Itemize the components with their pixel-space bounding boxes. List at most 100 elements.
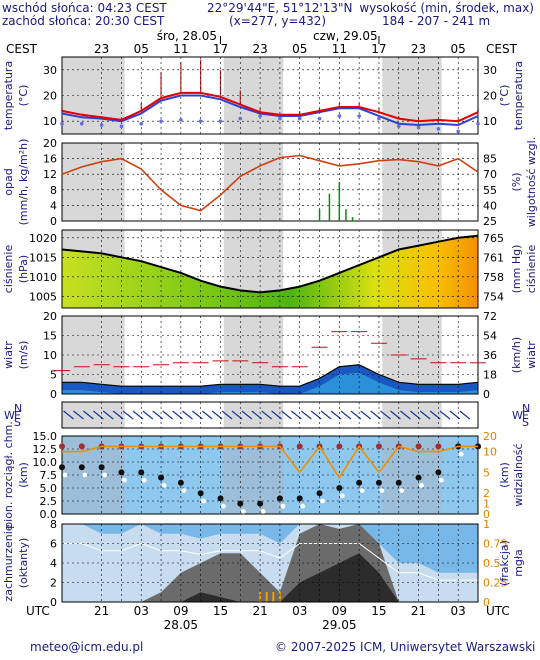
footer-copyright: © 2007-2025 ICM, Uniwersytet Warszawski	[275, 640, 536, 654]
y-tick-right: 40	[483, 199, 497, 212]
y-tick-right: 754	[483, 290, 504, 303]
cloud-base-dot	[158, 474, 165, 481]
y-label-right-2: mgła	[512, 549, 525, 577]
wind-dir-label: E	[522, 409, 529, 422]
y-label-right: (frakcja)	[498, 540, 511, 586]
panel-border	[61, 315, 479, 395]
cloud-bottom-dot	[240, 509, 246, 514]
hour-label-bottom: 21	[252, 604, 267, 618]
night-band	[382, 402, 442, 428]
date-label-top: czw, 29.05	[313, 29, 378, 43]
dew-point-dot	[80, 121, 84, 126]
cloud-bottom-dot	[122, 477, 127, 483]
dew-point-dot	[238, 116, 243, 121]
timezone-top-left: CEST	[6, 42, 38, 56]
cloud-base-dot	[98, 464, 105, 471]
wind-arrow	[399, 410, 411, 420]
cloud-bottom-dot	[221, 503, 226, 509]
footer-email[interactable]: meteo@icm.edu.pl	[30, 640, 144, 654]
dew-point-dot	[337, 114, 342, 118]
panel-border	[61, 56, 479, 135]
cloud-top-dot	[415, 443, 422, 450]
elevation-values: 184 - 207 - 241 m	[382, 14, 491, 28]
y-label-right: (%)	[510, 172, 523, 191]
y-label-left: temperatura	[2, 61, 15, 130]
y-tick-right: 758	[483, 271, 504, 284]
dew-point-dot	[179, 118, 183, 122]
series-line-wind	[62, 364, 479, 387]
wind-arrow	[380, 410, 391, 420]
dew-point-dot	[119, 124, 124, 129]
cloud-bottom-dot	[201, 498, 207, 504]
y-label-right-2: ciśnienie	[525, 245, 538, 294]
y-label-left-unit: (m/s)	[17, 341, 30, 370]
cloud-bottom-dot	[62, 472, 68, 478]
y-tick-right: 1	[483, 498, 490, 511]
y-tick-right: 765	[483, 232, 504, 245]
y-label-left: opad	[2, 168, 15, 195]
y-tick-left: 10	[43, 349, 57, 362]
y-tick-left: 7.5	[40, 469, 58, 482]
cloud-base-dot	[138, 469, 145, 476]
wind-arrow	[73, 410, 84, 420]
panel-border	[61, 523, 479, 603]
cloud-base-dot	[316, 490, 323, 497]
cloud-bottom-dot	[478, 451, 484, 457]
wind-dir-label: W	[4, 409, 15, 422]
y-tick-left: 20	[43, 137, 57, 150]
series-line-feels	[61, 94, 479, 127]
wind-dir-label: S	[14, 416, 21, 429]
y-tick-right: 1	[483, 518, 490, 531]
series-line-visibility	[62, 445, 478, 480]
cloud-base-dot	[395, 479, 402, 486]
hour-label-top: 11	[332, 42, 347, 56]
cloud-top-dot	[435, 443, 442, 450]
cloud-bottom-dot	[458, 451, 464, 457]
wind-dir-label: N	[14, 402, 22, 415]
date-label-bottom: 29.05	[322, 618, 356, 632]
panel-border	[61, 142, 479, 222]
cloud-bottom-dot	[82, 472, 88, 478]
y-tick-right: 0.25	[483, 577, 508, 590]
y-tick-left: 1015	[29, 251, 57, 264]
wind-arrow	[102, 410, 114, 420]
hour-label-top: 23	[252, 42, 267, 56]
wind-arrow	[320, 410, 332, 420]
cloud-bottom-dot	[359, 488, 365, 493]
y-tick-left: 10	[43, 115, 57, 128]
series-line-pressure	[61, 234, 479, 294]
cloud-bottom-dot	[300, 503, 306, 509]
y-tick-right: 0	[483, 388, 490, 401]
y-tick-right: 70	[483, 168, 497, 181]
series-line-fog	[62, 542, 478, 581]
y-tick-left: 20	[43, 310, 57, 323]
dew-point-dot	[317, 116, 322, 121]
cloud-base-dot	[78, 464, 85, 471]
y-tick-left: 0	[50, 596, 57, 609]
wind-arrow	[63, 410, 74, 420]
y-label-right: (mm Hg)	[510, 245, 523, 294]
cloud-base-dot	[435, 469, 442, 476]
cloud-bottom-dot	[181, 488, 187, 493]
y-tick-right: 30	[483, 64, 497, 77]
wind-arrow	[142, 410, 154, 420]
coordinates: 22°29'44"E, 51°12'13"N	[207, 1, 353, 15]
dew-point-dot	[476, 121, 480, 126]
cloud-base-dot	[276, 495, 283, 502]
dew-point-dot	[456, 129, 460, 134]
y-tick-left: 4	[50, 557, 57, 570]
night-band	[382, 143, 442, 221]
hour-label-bottom: 09	[173, 604, 188, 618]
y-tick-right: 85	[483, 153, 497, 166]
y-tick-left: 0	[50, 388, 57, 401]
cloud-base-dot	[177, 479, 184, 486]
cloud-base-dot	[415, 474, 422, 481]
cloud-base-dot	[296, 495, 303, 502]
y-tick-right: 36	[483, 349, 497, 362]
sunrise-text: wschód słońca: 04:23 CEST	[2, 1, 167, 15]
dew-point-dot	[278, 116, 282, 121]
wind-arrow	[241, 410, 253, 420]
elevation-label: wysokość (min, środek, max)	[359, 1, 534, 15]
y-label-right-2: widzialność	[512, 443, 525, 506]
